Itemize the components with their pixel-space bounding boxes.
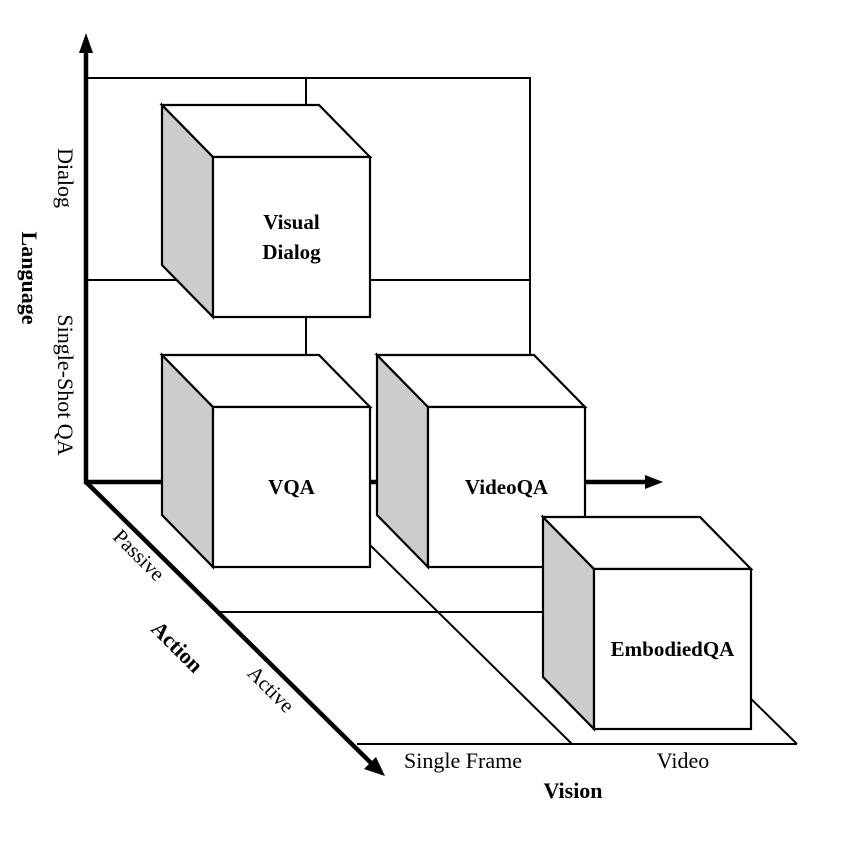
language-level-single-shot-qa: Single-Shot QA	[53, 314, 78, 455]
language-axis-title: Language	[17, 232, 42, 325]
cubes: Visual Dialog VQA VideoQA EmbodiedQA	[159, 102, 754, 732]
cube-visual-dialog: Visual Dialog	[159, 102, 373, 320]
language-axis-arrowhead	[79, 33, 93, 53]
cube-label: Visual	[263, 210, 320, 234]
action-axis-arrowhead	[364, 757, 385, 776]
cube-vqa: VQA	[159, 352, 373, 570]
vision-axis-arrowhead	[645, 475, 663, 489]
cube-label: VQA	[268, 475, 316, 499]
action-axis-title: Action	[146, 616, 208, 678]
cube-label: EmbodiedQA	[611, 637, 736, 661]
language-level-dialog: Dialog	[53, 148, 78, 208]
cube-videoqa: VideoQA	[374, 352, 588, 570]
action-axis	[84, 480, 374, 766]
cube-front-face	[211, 155, 372, 319]
cube-label: VideoQA	[465, 475, 549, 499]
cube-front-face	[211, 405, 372, 569]
cube-front-face	[592, 567, 753, 731]
cube-label: Dialog	[262, 240, 321, 264]
vision-level-single-frame: Single Frame	[404, 748, 522, 773]
cube-embodiedqa: EmbodiedQA	[540, 514, 754, 732]
vision-level-video: Video	[657, 748, 709, 773]
action-level-active: Active	[243, 661, 300, 718]
vision-axis-title: Vision	[543, 778, 602, 803]
